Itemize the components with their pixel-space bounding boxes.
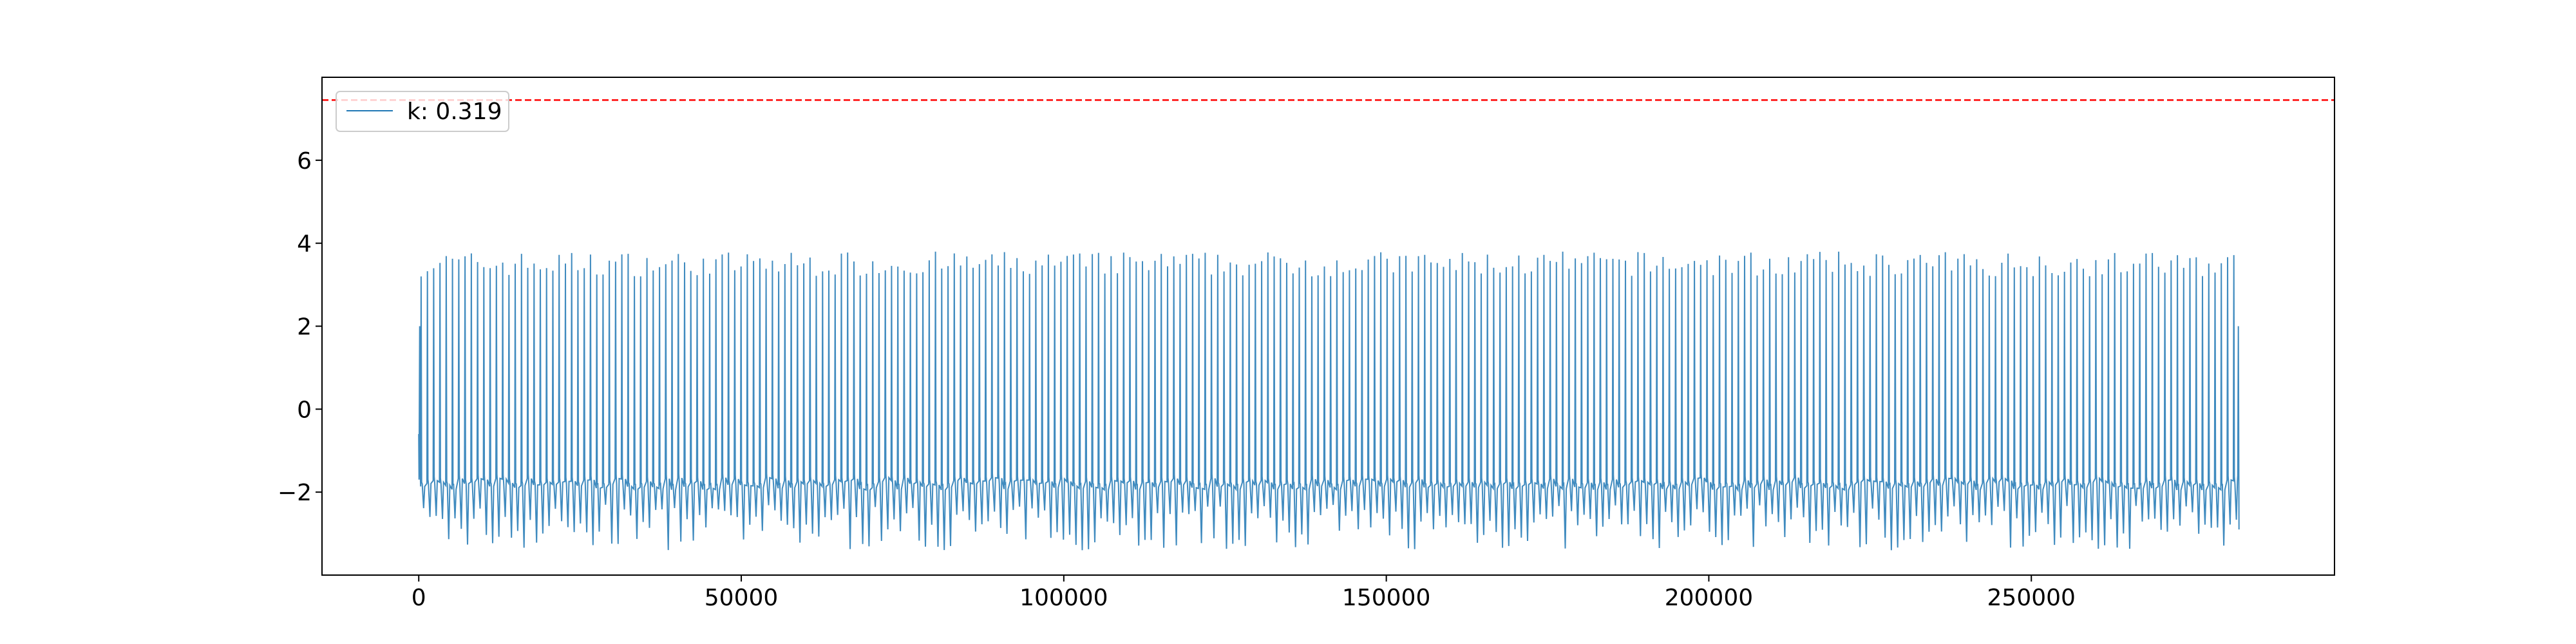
x-tick-label: 50000 (705, 585, 779, 611)
y-tick-label: −2 (278, 480, 312, 506)
y-tick-label: 6 (297, 148, 312, 175)
x-tick-label: 200000 (1665, 585, 1753, 611)
y-tick-label: 4 (297, 231, 312, 258)
legend-box (336, 91, 509, 132)
y-tick-label: 2 (297, 314, 312, 341)
series-line-k (418, 251, 2240, 551)
legend-label: k: 0.319 (407, 99, 502, 125)
y-tick-label: 0 (297, 397, 312, 423)
x-tick-label: 100000 (1019, 585, 1108, 611)
x-tick-label: 150000 (1342, 585, 1430, 611)
x-tick-label: 250000 (1987, 585, 2076, 611)
legend: k: 0.319 (336, 91, 509, 132)
x-tick-label: 0 (412, 585, 426, 611)
